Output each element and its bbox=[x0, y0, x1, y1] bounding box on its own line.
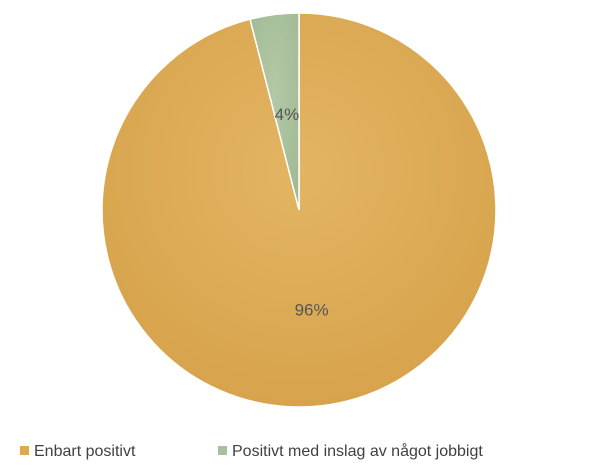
legend-label-1: Enbart positivt bbox=[34, 443, 136, 460]
pie-slice-2 bbox=[249, 12, 300, 211]
pie-slices bbox=[101, 12, 497, 408]
legend-label-2: Positivt med inslag av något jobbigt bbox=[232, 442, 483, 460]
legend: Enbart positivt Positivt med inslag av nå… bbox=[20, 442, 483, 460]
pie-slice-labels: 96% 4% bbox=[275, 105, 329, 319]
slice-label-2: 4% bbox=[275, 105, 300, 124]
legend-swatch-1 bbox=[20, 446, 29, 455]
slice-label-1: 96% bbox=[295, 301, 329, 320]
legend-swatch-2 bbox=[218, 446, 227, 455]
